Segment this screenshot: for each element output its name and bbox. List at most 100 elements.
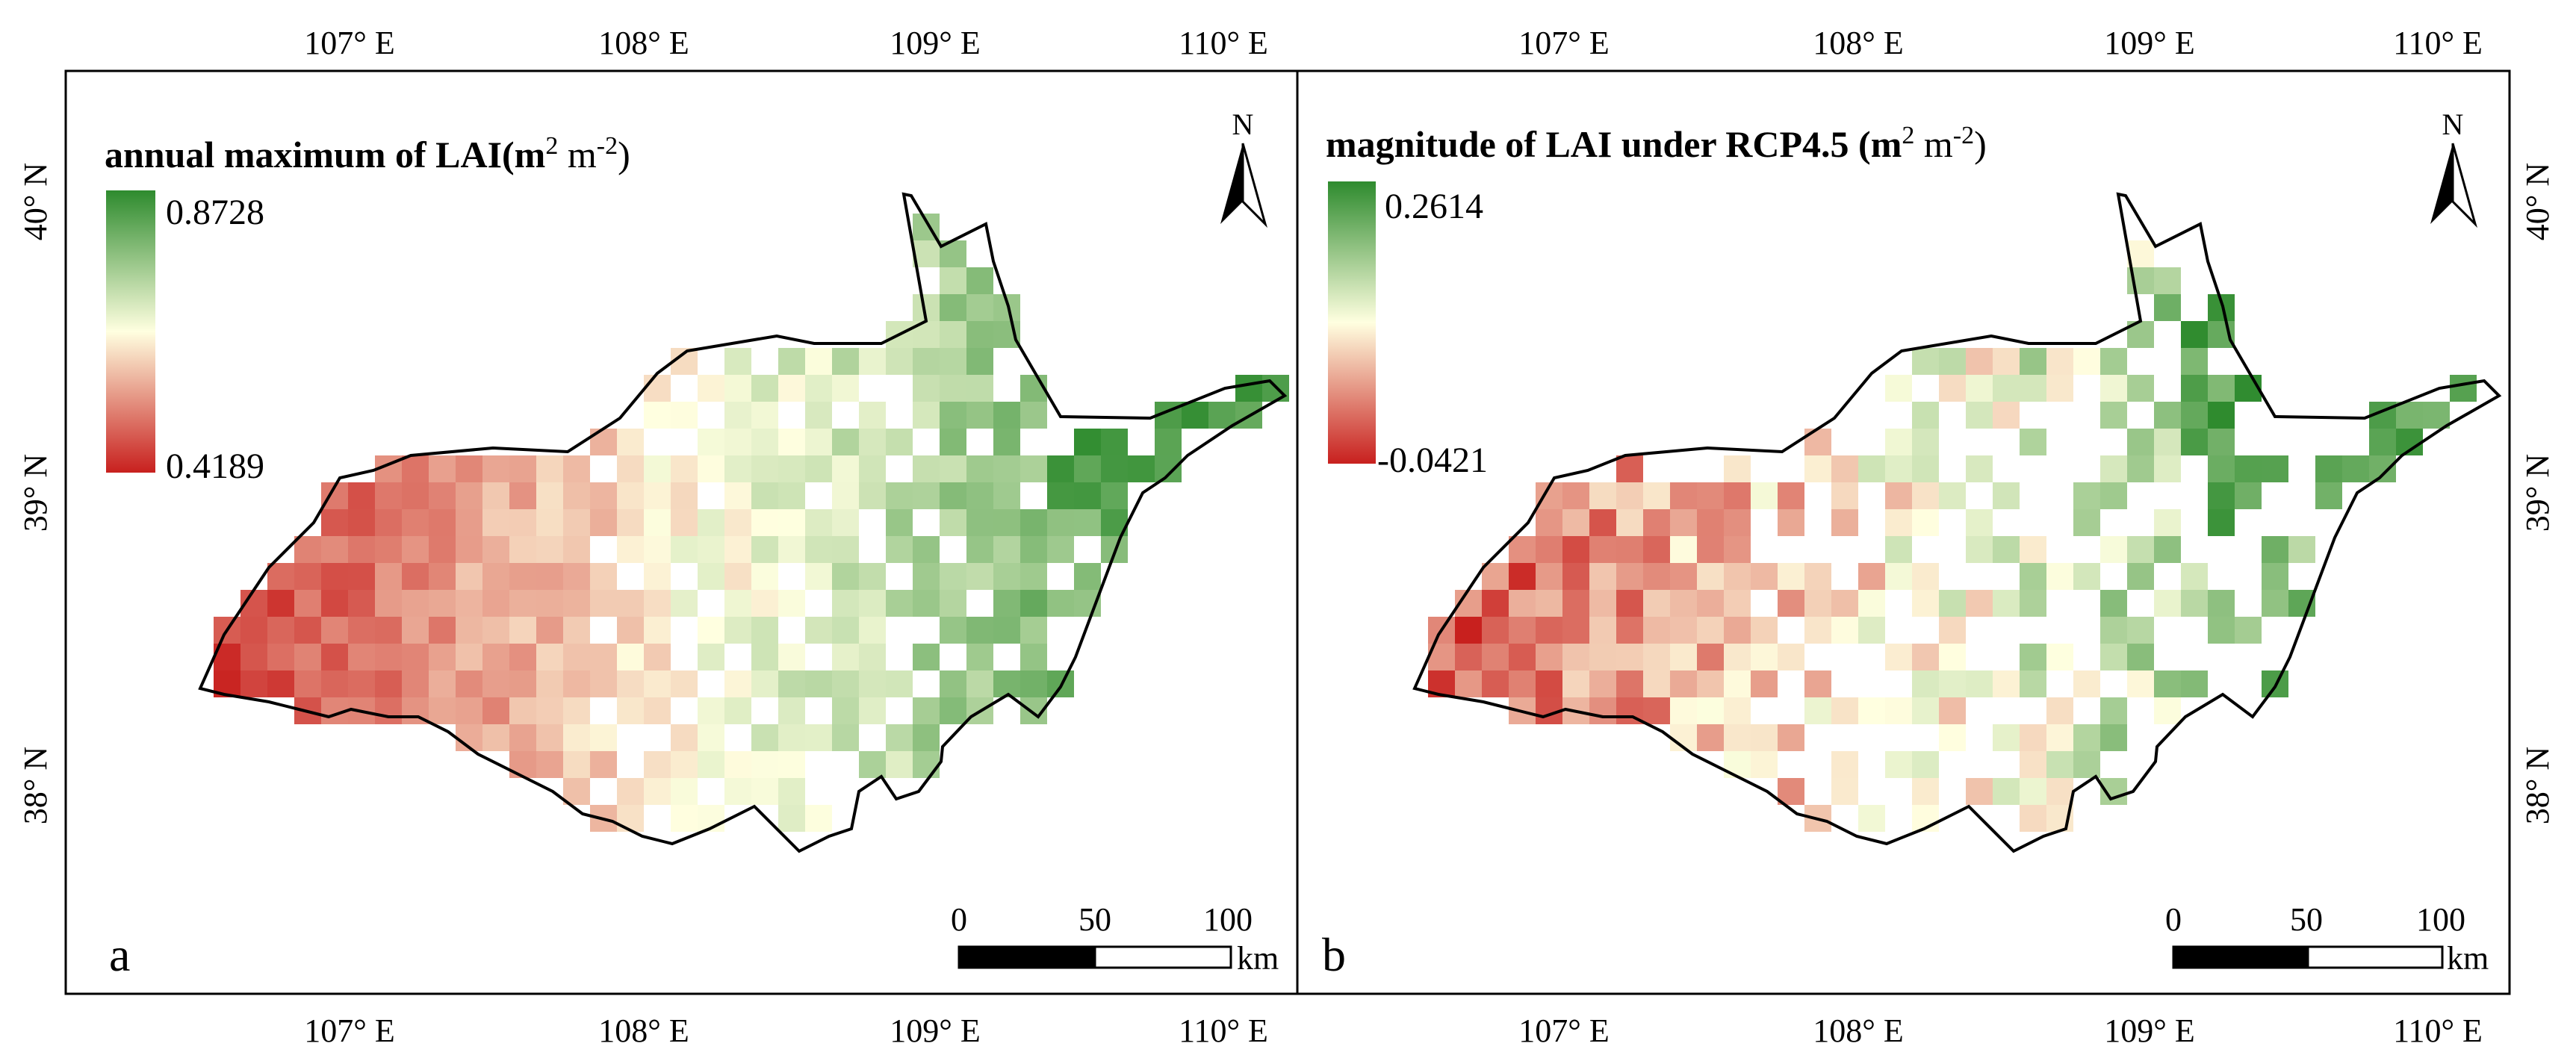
panel-a-raster-cell xyxy=(940,617,966,644)
panel-a-raster-cell xyxy=(429,617,456,644)
panel-b-raster-cell xyxy=(1858,617,1885,644)
panel-a-raster-cell xyxy=(859,751,886,778)
panel-a-raster-cell xyxy=(724,563,751,590)
panel-a-raster-cell xyxy=(913,751,940,778)
panel-a-raster-cell xyxy=(1047,482,1074,509)
panel-b-raster-cell xyxy=(1536,644,1562,670)
panel-a-raster-cell xyxy=(859,670,886,697)
panel-a-raster-cell xyxy=(671,455,698,482)
panel-a-raster-cell xyxy=(563,590,590,617)
panel-b-raster-cell xyxy=(1724,644,1751,670)
panel-b-raster-cell xyxy=(2208,617,2235,644)
panel-b-raster-cell xyxy=(1670,670,1697,697)
panel-a-raster-cell xyxy=(778,536,805,563)
panel-b-raster-cell xyxy=(1912,751,1939,778)
panel-a-legend-colorbar xyxy=(106,190,155,473)
panel-a-raster-cell xyxy=(832,348,859,375)
panel-b-raster-cell xyxy=(1939,697,1966,724)
panel-b-raster-cell xyxy=(2369,455,2396,482)
panel-a-raster-cell xyxy=(966,509,993,536)
panel-a-raster-cell xyxy=(482,509,509,536)
panel-a-letter: a xyxy=(109,928,130,981)
panel-a-raster-cell xyxy=(375,617,402,644)
panel-b-raster-cell xyxy=(1455,670,1482,697)
panel-a-raster-cell xyxy=(321,670,348,697)
panel-a-raster-cell xyxy=(724,778,751,805)
panel-a-raster-cell xyxy=(429,590,456,617)
panel-b-raster-cell xyxy=(2046,644,2073,670)
panel-b-raster-cell xyxy=(1831,697,1858,724)
panel-b-raster-cell xyxy=(2154,670,2181,697)
panel-b-raster-cell xyxy=(2020,348,2046,375)
panel-a-raster-cell xyxy=(751,670,778,697)
panel-a-raster-cell xyxy=(671,805,698,832)
panel-b-raster-cell xyxy=(2100,536,2127,563)
panel-a-raster-cell xyxy=(993,590,1020,617)
panel-b-raster-cell xyxy=(2181,321,2208,348)
panel-b-raster-cell xyxy=(2262,590,2288,617)
panel-a-raster-cell xyxy=(644,563,671,590)
panel-b-raster-cell xyxy=(1885,429,1912,455)
panel-a-raster-cell xyxy=(509,751,536,778)
panel-a-raster-cell xyxy=(940,670,966,697)
panel-b-raster-cell xyxy=(1536,590,1562,617)
panel-a-raster-cell xyxy=(913,563,940,590)
panel-a-raster-cell xyxy=(590,563,617,590)
panel-a-raster-cell xyxy=(751,751,778,778)
panel-a-raster-cell xyxy=(724,348,751,375)
panel-a-raster-cell xyxy=(966,267,993,294)
panel-b-raster-cell xyxy=(2127,644,2154,670)
panel-a-raster-cell xyxy=(402,670,429,697)
panel-b-raster-cell xyxy=(1885,482,1912,509)
panel-a-raster-cell xyxy=(751,455,778,482)
panel-b-raster-cell xyxy=(1778,509,1804,536)
panel-a-raster-cell xyxy=(617,509,644,536)
panel-b-raster-cell xyxy=(1885,509,1912,536)
panel-a-raster-cell xyxy=(832,509,859,536)
panel-a-raster-cell xyxy=(778,778,805,805)
panel-b-north-arrow-icon: N xyxy=(2430,108,2477,228)
panel-b-raster-cell xyxy=(2020,805,2046,832)
panel-a-raster-cell xyxy=(294,617,321,644)
panel-b-raster-cell xyxy=(1939,670,1966,697)
panel-b-raster-cell xyxy=(1831,482,1858,509)
panel-b-raster-cell xyxy=(1643,590,1670,617)
panel-b-raster-cell xyxy=(1670,590,1697,617)
panel-b-raster xyxy=(1428,240,2477,832)
panel-b-raster-cell xyxy=(2020,429,2046,455)
panel-b-raster-cell xyxy=(2100,644,2127,670)
panel-a-raster-cell xyxy=(778,348,805,375)
panel-b-raster-cell xyxy=(1885,644,1912,670)
panel-a-raster-cell xyxy=(966,455,993,482)
panel-b-lat-40: 40° N xyxy=(2519,163,2556,240)
panel-b-raster-cell xyxy=(1966,348,1993,375)
panel-a-raster-cell xyxy=(993,402,1020,429)
panel-a-raster-cell xyxy=(966,536,993,563)
panel-a-raster-cell xyxy=(321,563,348,590)
panel-a-raster-cell xyxy=(375,536,402,563)
panel-b-raster-cell xyxy=(1912,697,1939,724)
panel-b-raster-cell xyxy=(2208,590,2235,617)
panel-a-raster-cell xyxy=(832,482,859,509)
panel-b-raster-cell xyxy=(1616,509,1643,536)
panel-a-raster-cell xyxy=(1020,402,1047,429)
panel-a-raster-cell xyxy=(751,536,778,563)
panel-a-raster-cell xyxy=(671,751,698,778)
panel-a-raster-cell xyxy=(375,590,402,617)
panel-a-raster-cell xyxy=(805,455,832,482)
panel-a-raster-cell xyxy=(913,724,940,751)
panel-b-raster-cell xyxy=(1993,402,2020,429)
panel-a-raster-cell xyxy=(940,509,966,536)
panel-b-lon-bottom-107: 107° E xyxy=(1518,1012,1609,1049)
panel-a-raster-cell xyxy=(536,563,563,590)
panel-a-raster-cell xyxy=(509,509,536,536)
panel-a-raster-cell xyxy=(751,375,778,402)
panel-b-raster-cell xyxy=(2073,348,2100,375)
svg-text:N: N xyxy=(1232,108,1254,141)
panel-a-raster-cell xyxy=(671,590,698,617)
panel-a-raster-cell xyxy=(913,375,940,402)
panel-b-raster-cell xyxy=(1912,509,1939,536)
panel-a-raster-cell xyxy=(859,402,886,429)
panel-a-raster-cell xyxy=(1208,402,1235,429)
